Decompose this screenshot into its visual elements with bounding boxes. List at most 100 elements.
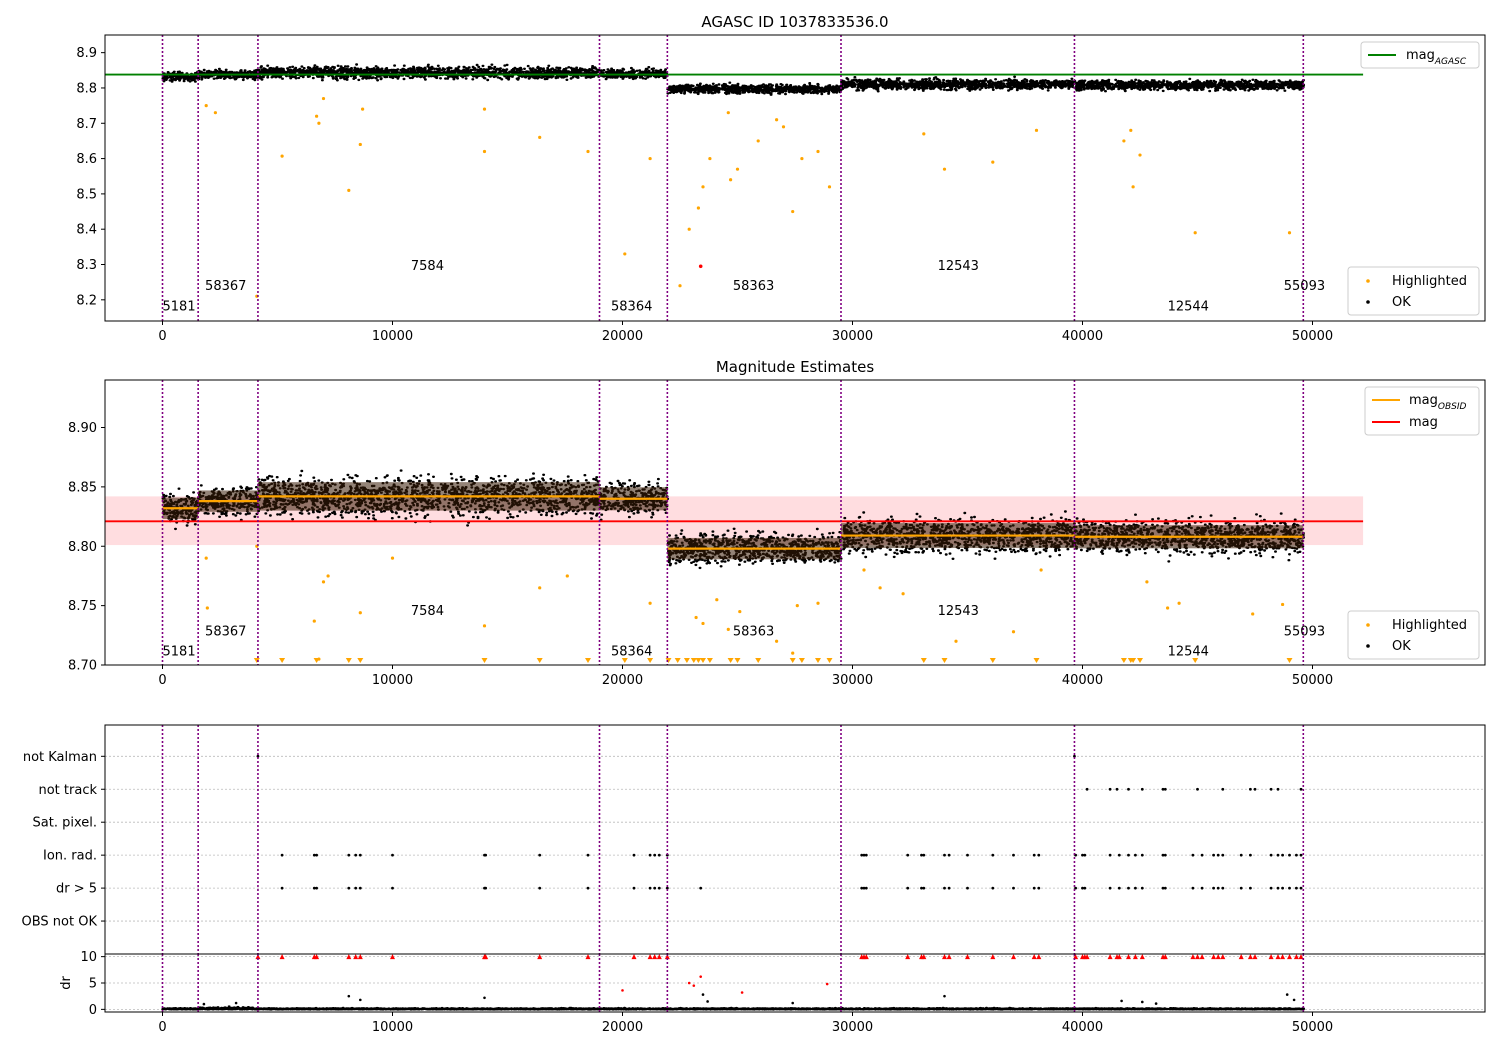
- highlighted-point: [1145, 580, 1149, 584]
- flag-point: [1239, 853, 1243, 857]
- flag-point: [1127, 853, 1130, 857]
- off-scale-marker: [826, 658, 833, 663]
- flag-point: [1083, 886, 1087, 890]
- dr-clipped-marker: [652, 954, 658, 960]
- flag-point: [1108, 853, 1112, 857]
- obsid-label: 55093: [1284, 624, 1325, 639]
- flag-point: [1085, 787, 1089, 791]
- off-scale-marker: [1033, 658, 1040, 663]
- dr-clipped-marker: [990, 954, 996, 960]
- y-tick-label: 8.8: [76, 81, 97, 96]
- flag-point: [653, 886, 657, 890]
- flag-point: [1161, 787, 1165, 791]
- dr-clipped-marker: [863, 954, 869, 960]
- obsid-label: 58364: [611, 299, 652, 314]
- flag-point: [354, 853, 358, 857]
- line-legend: magAGASC: [1360, 41, 1480, 69]
- flag-point: [1108, 886, 1112, 890]
- flag-point: [906, 853, 910, 857]
- y-tick-label: 8.85: [68, 480, 97, 495]
- dr-clipped-marker: [1036, 954, 1042, 960]
- highlighted-point: [361, 107, 365, 111]
- flag-point: [1221, 853, 1225, 857]
- obsid-label: 58363: [733, 624, 774, 639]
- off-scale-marker: [815, 658, 821, 663]
- legend-swatch: [1366, 279, 1370, 283]
- obsid-label: 58367: [205, 279, 246, 294]
- dr-clipped-marker: [314, 954, 320, 960]
- flag-point: [1200, 886, 1204, 890]
- dr-clipped-marker: [255, 954, 261, 960]
- highlighted-point: [1177, 601, 1181, 605]
- obsid-label: 5181: [163, 299, 196, 314]
- flag-point: [1117, 853, 1121, 857]
- dr-clipped-marker: [1280, 954, 1286, 960]
- flag-point: [586, 886, 590, 890]
- flag-category-label: Sat. pixel.: [33, 816, 97, 831]
- chart-title: Magnitude Estimates: [716, 358, 874, 376]
- highlighted-point: [648, 601, 652, 605]
- highlighted-point: [901, 592, 905, 596]
- flag-point: [1117, 886, 1121, 890]
- dr-clipped-marker: [1011, 954, 1016, 960]
- x-tick-label: 10000: [372, 1020, 413, 1035]
- flag-point: [1115, 787, 1119, 791]
- x-tick-label: 30000: [832, 673, 873, 688]
- off-scale-marker: [989, 658, 996, 663]
- dr-point: [1141, 1000, 1144, 1004]
- off-scale-marker: [941, 658, 948, 663]
- flag-point: [1191, 853, 1195, 857]
- off-scale-marker: [1286, 658, 1293, 663]
- highlighted-point: [756, 139, 760, 143]
- axes-frame: [104, 724, 1486, 955]
- legend-label: mag: [1409, 415, 1438, 430]
- flag-point: [966, 853, 969, 857]
- highlighted-point: [726, 111, 730, 115]
- dr-clipped-marker: [390, 954, 395, 960]
- x-tick-label: 10000: [372, 329, 413, 344]
- highlighted-point: [1287, 231, 1292, 235]
- flag-point: [312, 853, 316, 857]
- dr-point: [359, 998, 362, 1002]
- highlighted-point: [538, 135, 542, 139]
- off-scale-marker: [683, 658, 690, 663]
- off-scale-marker: [695, 658, 702, 663]
- flag-point: [1299, 886, 1303, 890]
- legend-label: OK: [1392, 639, 1411, 654]
- highlighted-point: [862, 568, 866, 572]
- legend-swatch: [1366, 644, 1370, 648]
- flag-point: [864, 853, 868, 857]
- highlighted-point: [800, 156, 804, 161]
- legend-label: Highlighted: [1392, 618, 1467, 633]
- legend-frame: [1360, 41, 1480, 69]
- off-scale-marker: [313, 658, 320, 663]
- highlighted-point: [738, 609, 742, 614]
- obsid-label: 12544: [1168, 645, 1209, 660]
- flag-point: [943, 853, 946, 857]
- dr-clipped-marker: [1220, 954, 1226, 960]
- flag-point: [947, 853, 951, 857]
- x-tick-label: 30000: [832, 329, 873, 344]
- flag-point: [922, 886, 926, 890]
- flag-point: [1281, 853, 1284, 857]
- off-scale-marker: [1120, 658, 1127, 663]
- highlighted-point: [708, 156, 712, 161]
- flag-point: [966, 886, 969, 890]
- flag-point: [1269, 787, 1273, 791]
- dr-clipped-marker: [585, 954, 591, 960]
- flag-point: [632, 853, 636, 857]
- highlighted-point: [1039, 568, 1043, 572]
- flag-point: [1299, 787, 1303, 791]
- flag-point: [1196, 787, 1199, 791]
- y-tick-label: 10: [80, 950, 97, 965]
- y-axis-label: dr: [59, 976, 74, 990]
- flag-point: [484, 853, 488, 857]
- flag-point: [920, 853, 923, 857]
- off-scale-marker: [690, 658, 697, 663]
- obsid-label: 58363: [733, 279, 774, 294]
- highlighted-point: [827, 185, 832, 189]
- flag-point: [657, 886, 661, 890]
- flag-point: [1012, 886, 1015, 890]
- dr-point: [1154, 1002, 1158, 1005]
- flag-point: [1249, 886, 1252, 890]
